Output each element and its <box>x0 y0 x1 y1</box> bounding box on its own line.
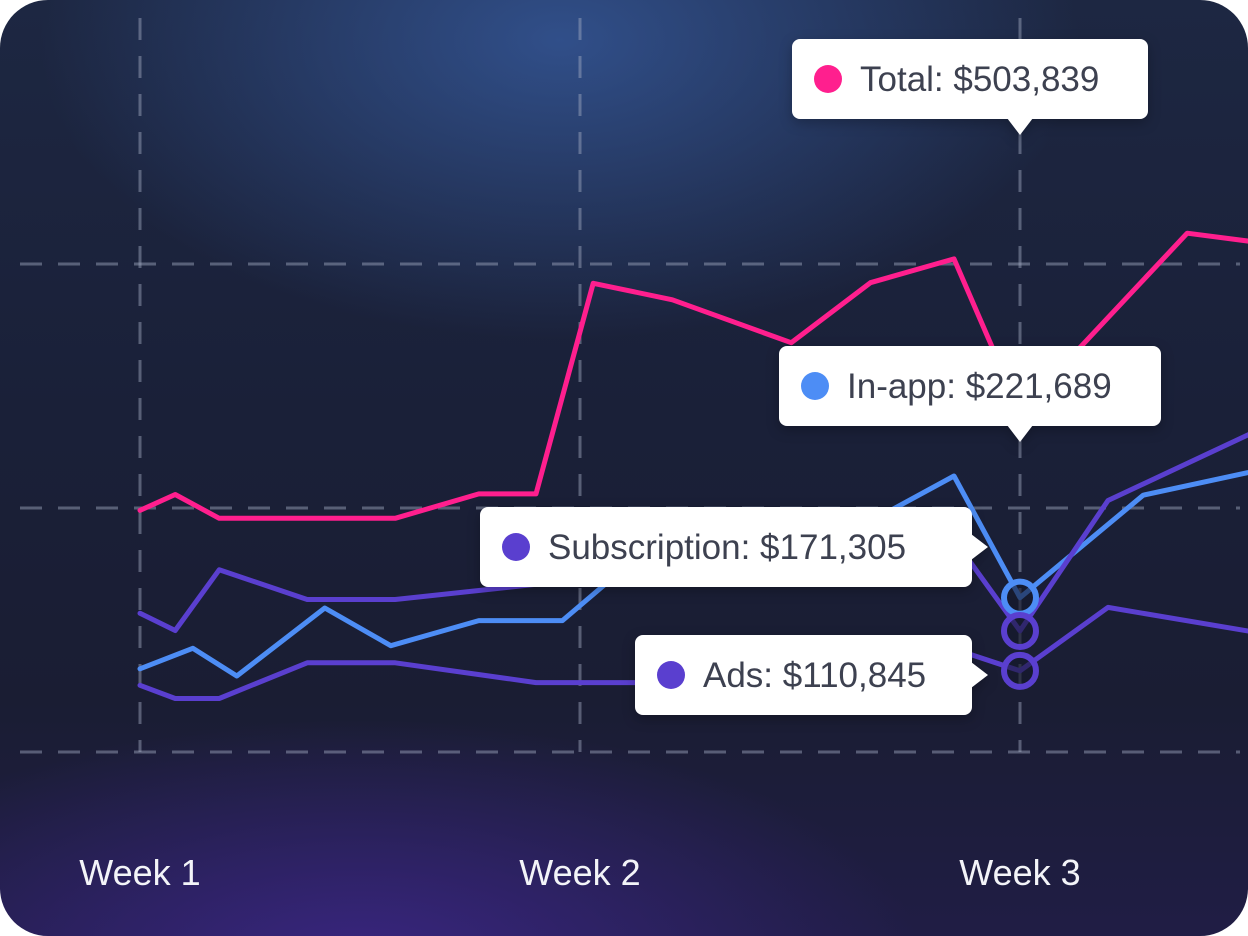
tooltip-ads: Ads: $110,845 <box>635 635 988 715</box>
tooltip-pointer <box>971 662 988 688</box>
legend-dot-icon <box>657 661 685 689</box>
subscription-highlight-marker[interactable] <box>1001 611 1039 650</box>
tooltip-label: In-app: $221,689 <box>847 367 1112 406</box>
ads-highlight-marker[interactable] <box>1001 651 1039 690</box>
legend-dot-icon <box>814 65 842 93</box>
tooltip-label: Subscription: $171,305 <box>548 528 906 567</box>
x-tick-label-week-2: Week 2 <box>519 852 640 893</box>
in-app-highlight-marker[interactable] <box>1001 578 1039 617</box>
tooltip-label: Ads: $110,845 <box>703 656 926 695</box>
tooltip-in-app: In-app: $221,689 <box>779 346 1161 442</box>
x-tick-label-week-1: Week 1 <box>79 852 200 893</box>
legend-dot-icon <box>801 372 829 400</box>
tooltip-box <box>792 39 1148 119</box>
tooltip-box <box>635 635 972 715</box>
x-tick-label-week-3: Week 3 <box>959 852 1080 893</box>
tooltip-box <box>480 507 972 587</box>
tooltip-total: Total: $503,839 <box>792 39 1148 135</box>
tooltip-pointer <box>1007 425 1033 442</box>
tooltip-label: Total: $503,839 <box>860 60 1099 99</box>
tooltips: Total: $503,839 In-app: $221,689 Subscript… <box>480 39 1161 715</box>
tooltip-box <box>779 346 1161 426</box>
series-lines <box>137 230 1248 701</box>
tooltip-pointer <box>971 534 988 560</box>
legend-dot-icon <box>502 533 530 561</box>
x-axis-labels: Week 1 Week 2 Week 3 <box>79 852 1080 893</box>
tooltip-subscription: Subscription: $171,305 <box>480 507 988 587</box>
tooltip-pointer <box>1007 118 1033 135</box>
